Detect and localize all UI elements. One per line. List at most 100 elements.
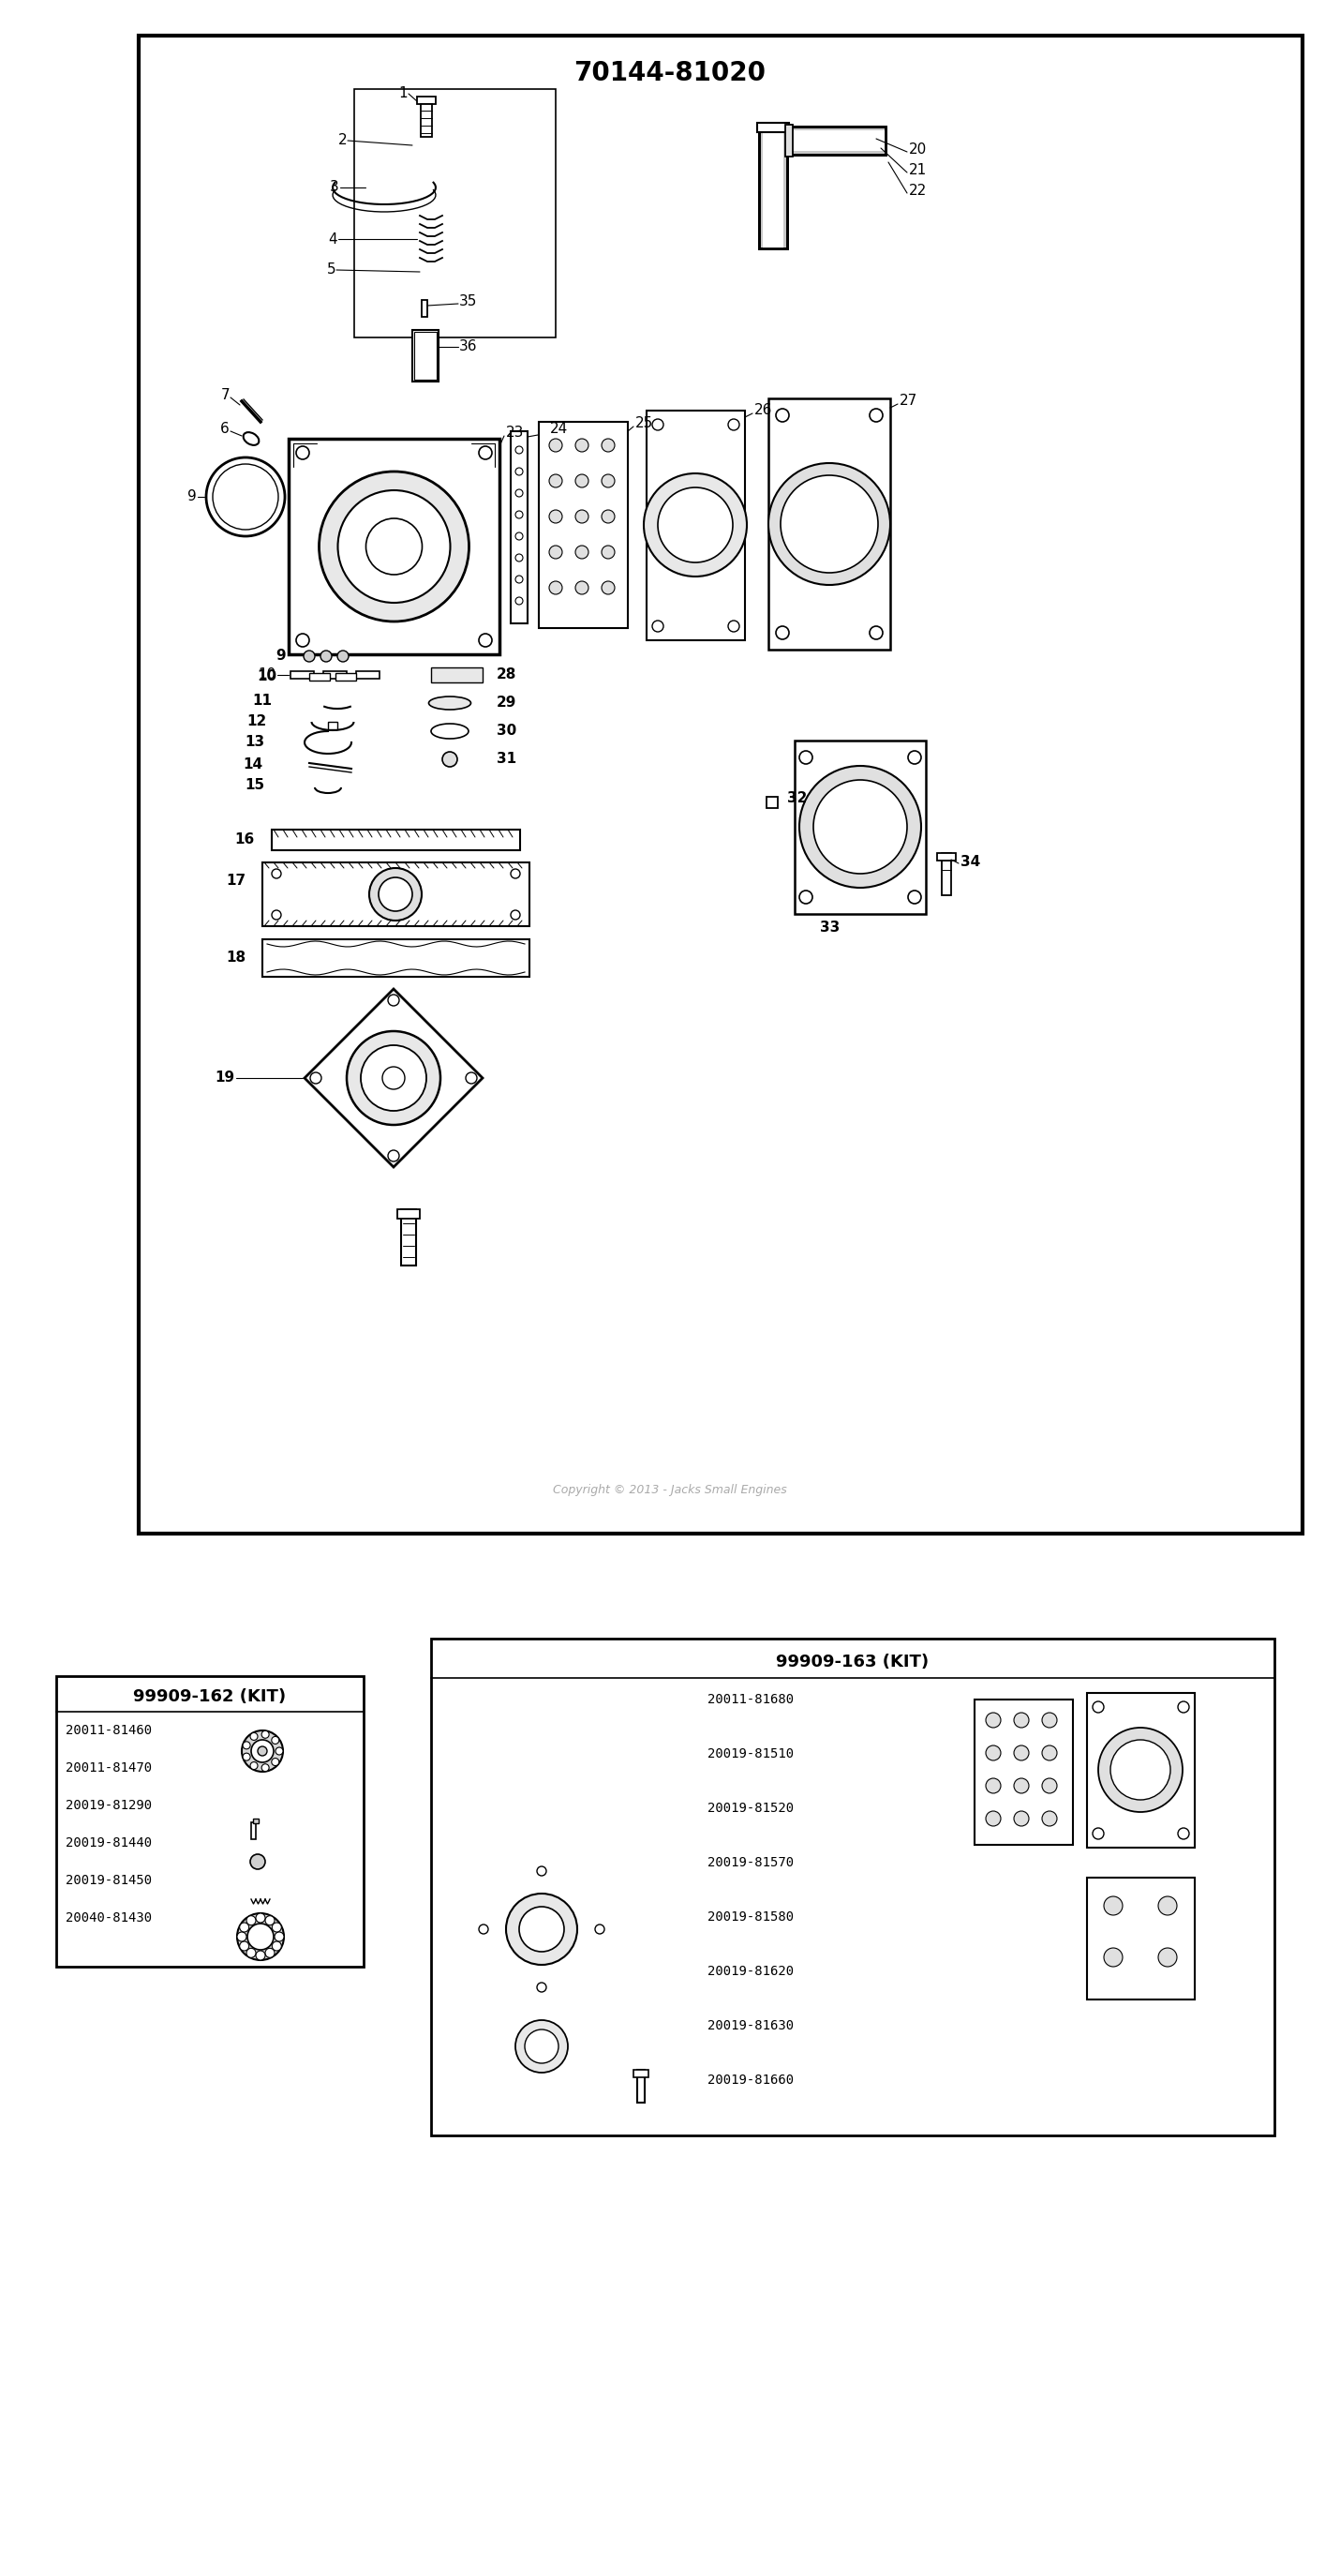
Bar <box>768 399 890 649</box>
Bar <box>401 1208 415 1265</box>
Circle shape <box>870 410 883 422</box>
Circle shape <box>776 410 789 422</box>
Text: 17: 17 <box>225 873 245 889</box>
Text: 7: 7 <box>221 389 229 402</box>
Text: 35: 35 <box>460 294 477 309</box>
Circle shape <box>276 1747 283 1754</box>
Text: 20011-81460: 20011-81460 <box>66 1723 151 1736</box>
Bar <box>758 126 787 247</box>
Circle shape <box>296 446 310 459</box>
Circle shape <box>478 634 492 647</box>
Bar <box>422 299 427 317</box>
Bar <box>795 739 926 914</box>
Bar <box>56 1677 363 1965</box>
Bar <box>431 1638 1274 2136</box>
Bar <box>421 103 431 137</box>
Bar <box>787 126 886 155</box>
Text: 99909-162 (KIT): 99909-162 (KIT) <box>134 1687 287 1705</box>
Circle shape <box>549 438 563 451</box>
Text: 4: 4 <box>328 232 338 247</box>
Circle shape <box>261 1765 269 1772</box>
Circle shape <box>243 1741 251 1749</box>
Text: 20011-81470: 20011-81470 <box>66 1762 151 1775</box>
Bar <box>511 430 528 623</box>
Wedge shape <box>515 1806 563 1832</box>
Text: 20019-81580: 20019-81580 <box>708 1911 793 1924</box>
Circle shape <box>478 446 492 459</box>
Circle shape <box>653 420 663 430</box>
Circle shape <box>575 438 588 451</box>
Circle shape <box>1014 1713 1029 1728</box>
Bar <box>638 2069 645 2102</box>
Bar <box>787 126 886 155</box>
Circle shape <box>602 438 615 451</box>
Circle shape <box>549 474 563 487</box>
Text: 20: 20 <box>909 142 927 157</box>
Bar <box>1087 1878 1195 1999</box>
Circle shape <box>320 652 332 662</box>
Text: 25: 25 <box>635 417 654 430</box>
Ellipse shape <box>413 137 449 155</box>
Circle shape <box>549 546 563 559</box>
Text: 6: 6 <box>221 422 229 435</box>
Text: 20040-81430: 20040-81430 <box>66 1911 151 1924</box>
Text: 30: 30 <box>497 724 516 739</box>
Circle shape <box>1158 1947 1177 1965</box>
Bar <box>757 124 789 131</box>
Bar <box>785 124 793 157</box>
Text: 20019-81520: 20019-81520 <box>708 1801 793 1816</box>
Bar <box>766 796 777 809</box>
Circle shape <box>237 1932 247 1942</box>
Text: 36: 36 <box>460 340 477 353</box>
Circle shape <box>251 1855 265 1870</box>
Ellipse shape <box>422 268 441 276</box>
Circle shape <box>813 781 907 873</box>
Bar <box>1087 1692 1195 1847</box>
Circle shape <box>602 474 615 487</box>
Text: 24: 24 <box>549 422 568 435</box>
Circle shape <box>516 554 523 562</box>
Text: 32: 32 <box>787 791 807 806</box>
Bar <box>328 721 338 729</box>
Circle shape <box>507 1893 578 1965</box>
Circle shape <box>516 446 523 453</box>
Text: 26: 26 <box>754 404 772 417</box>
Circle shape <box>643 474 746 577</box>
Bar <box>431 667 482 683</box>
Ellipse shape <box>429 696 470 708</box>
Circle shape <box>537 1984 547 1991</box>
Circle shape <box>1104 1896 1123 1914</box>
Circle shape <box>1014 1777 1029 1793</box>
Text: 22: 22 <box>909 185 927 198</box>
Circle shape <box>466 1072 477 1084</box>
Circle shape <box>251 1762 257 1770</box>
Circle shape <box>389 1151 399 1162</box>
Text: 16: 16 <box>234 832 255 848</box>
Circle shape <box>516 469 523 474</box>
Polygon shape <box>304 989 482 1167</box>
Circle shape <box>516 598 523 605</box>
Circle shape <box>986 1713 1001 1728</box>
Circle shape <box>1014 1747 1029 1759</box>
Circle shape <box>366 518 422 574</box>
Circle shape <box>800 750 812 765</box>
Bar <box>138 36 1302 1533</box>
Bar <box>354 90 556 337</box>
Circle shape <box>516 510 523 518</box>
Text: 10: 10 <box>259 667 276 683</box>
Ellipse shape <box>418 139 444 152</box>
Wedge shape <box>500 1680 579 1723</box>
Circle shape <box>781 474 878 572</box>
Polygon shape <box>490 1994 594 2097</box>
Circle shape <box>575 510 588 523</box>
Circle shape <box>272 868 281 878</box>
Bar <box>974 1700 1073 1844</box>
Circle shape <box>360 1046 426 1110</box>
Circle shape <box>519 1906 564 1953</box>
Circle shape <box>511 868 520 878</box>
Circle shape <box>653 621 663 631</box>
Bar <box>263 940 529 976</box>
Circle shape <box>658 487 733 562</box>
Circle shape <box>1111 1739 1170 1801</box>
Circle shape <box>247 1917 256 1924</box>
